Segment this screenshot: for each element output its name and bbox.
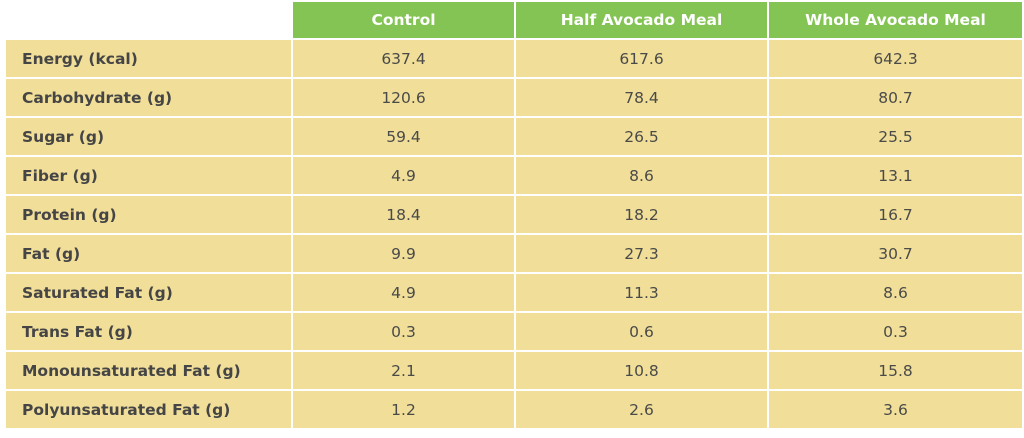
table-cell: 13.1 xyxy=(767,155,1024,196)
table-row: Saturated Fat (g) 4.9 11.3 8.6 xyxy=(4,272,1024,313)
table-cell: 15.8 xyxy=(767,350,1024,391)
header-corner xyxy=(4,0,293,40)
row-label: Fat (g) xyxy=(4,233,293,274)
row-label: Carbohydrate (g) xyxy=(4,77,293,118)
table-cell: 0.3 xyxy=(291,311,516,352)
table-row: Carbohydrate (g) 120.6 78.4 80.7 xyxy=(4,77,1024,118)
table-cell: 642.3 xyxy=(767,38,1024,79)
column-header-control: Control xyxy=(291,0,516,40)
table-cell: 4.9 xyxy=(291,155,516,196)
table-cell: 18.2 xyxy=(514,194,769,235)
row-label: Energy (kcal) xyxy=(4,38,293,79)
table-cell: 80.7 xyxy=(767,77,1024,118)
table-cell: 26.5 xyxy=(514,116,769,157)
row-label: Monounsaturated Fat (g) xyxy=(4,350,293,391)
table-cell: 27.3 xyxy=(514,233,769,274)
table-cell: 8.6 xyxy=(514,155,769,196)
row-label: Saturated Fat (g) xyxy=(4,272,293,313)
table-cell: 617.6 xyxy=(514,38,769,79)
table-row: Energy (kcal) 637.4 617.6 642.3 xyxy=(4,38,1024,79)
table-cell: 18.4 xyxy=(291,194,516,235)
table-cell: 78.4 xyxy=(514,77,769,118)
table-row: Protein (g) 18.4 18.2 16.7 xyxy=(4,194,1024,235)
table-row: Fat (g) 9.9 27.3 30.7 xyxy=(4,233,1024,274)
table-cell: 0.3 xyxy=(767,311,1024,352)
table-row: Polyunsaturated Fat (g) 1.2 2.6 3.6 xyxy=(4,389,1024,430)
table-cell: 0.6 xyxy=(514,311,769,352)
table-cell: 2.6 xyxy=(514,389,769,430)
row-label: Protein (g) xyxy=(4,194,293,235)
table-cell: 120.6 xyxy=(291,77,516,118)
row-label: Trans Fat (g) xyxy=(4,311,293,352)
table-cell: 10.8 xyxy=(514,350,769,391)
table-cell: 25.5 xyxy=(767,116,1024,157)
table-cell: 8.6 xyxy=(767,272,1024,313)
table-cell: 2.1 xyxy=(291,350,516,391)
table-cell: 1.2 xyxy=(291,389,516,430)
header-row: Control Half Avocado Meal Whole Avocado … xyxy=(4,0,1024,40)
table-row: Sugar (g) 59.4 26.5 25.5 xyxy=(4,116,1024,157)
table-cell: 16.7 xyxy=(767,194,1024,235)
column-header-whole-avocado: Whole Avocado Meal xyxy=(767,0,1024,40)
table-row: Trans Fat (g) 0.3 0.6 0.3 xyxy=(4,311,1024,352)
table-cell: 3.6 xyxy=(767,389,1024,430)
table-row: Monounsaturated Fat (g) 2.1 10.8 15.8 xyxy=(4,350,1024,391)
table-cell: 637.4 xyxy=(291,38,516,79)
table-cell: 11.3 xyxy=(514,272,769,313)
row-label: Polyunsaturated Fat (g) xyxy=(4,389,293,430)
table-cell: 59.4 xyxy=(291,116,516,157)
row-label: Fiber (g) xyxy=(4,155,293,196)
table-cell: 30.7 xyxy=(767,233,1024,274)
row-label: Sugar (g) xyxy=(4,116,293,157)
column-header-half-avocado: Half Avocado Meal xyxy=(514,0,769,40)
table-cell: 9.9 xyxy=(291,233,516,274)
nutrition-table: Control Half Avocado Meal Whole Avocado … xyxy=(4,0,1024,430)
table-cell: 4.9 xyxy=(291,272,516,313)
table-row: Fiber (g) 4.9 8.6 13.1 xyxy=(4,155,1024,196)
